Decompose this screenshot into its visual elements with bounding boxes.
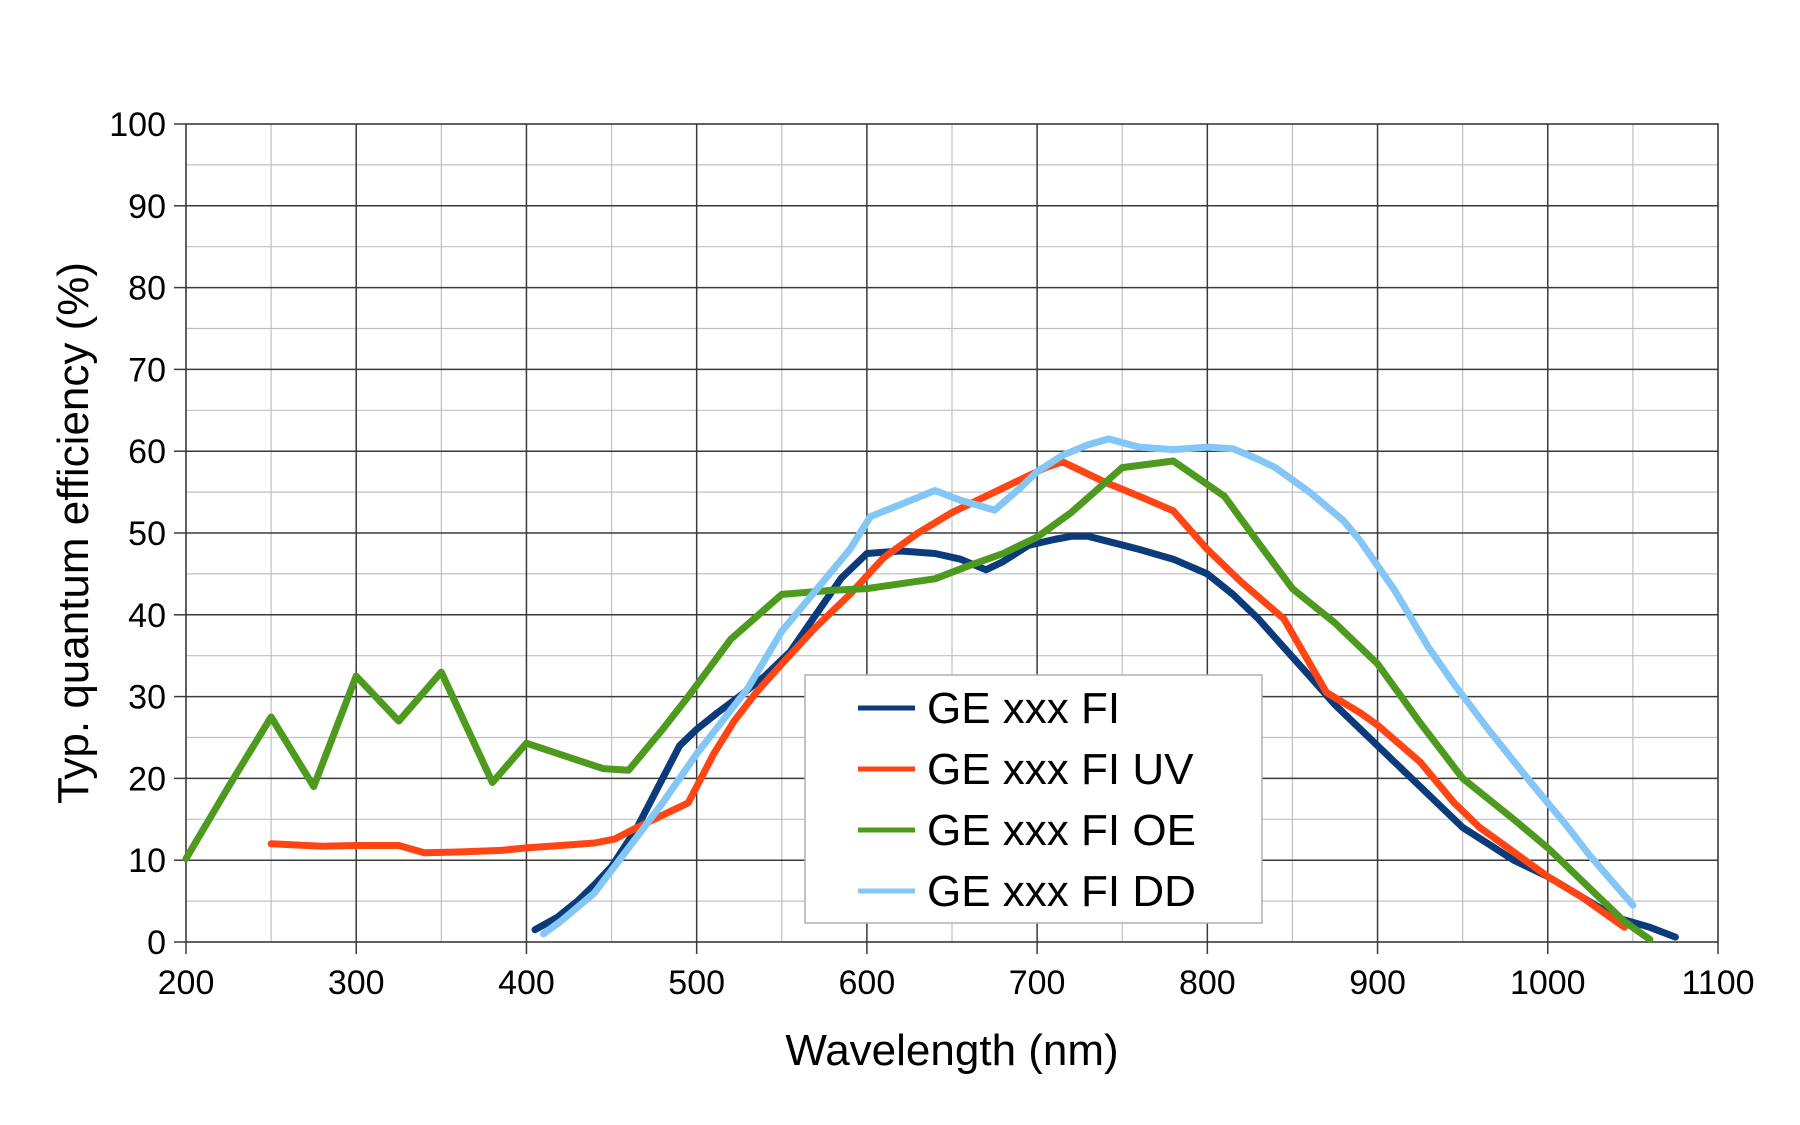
tick-marks	[174, 123, 1719, 954]
y-tick-label: 10	[128, 842, 166, 880]
x-axis-title: Wavelength (nm)	[785, 1026, 1118, 1075]
x-tick-label: 700	[1009, 964, 1066, 1002]
x-tick-label: 900	[1349, 964, 1406, 1002]
x-tick-label: 200	[158, 964, 215, 1002]
legend-label-ge-xxx-fi-dd: GE xxx FI DD	[927, 867, 1196, 916]
x-tick-label: 1100	[1681, 964, 1754, 1002]
y-tick-label: 80	[128, 270, 166, 308]
x-tick-label: 1000	[1510, 964, 1586, 1002]
x-tick-label: 800	[1179, 964, 1236, 1002]
legend-label-ge-xxx-fi-uv: GE xxx FI UV	[927, 745, 1194, 794]
y-tick-label: 100	[109, 106, 166, 144]
y-tick-labels: 0 10 20 30 40 50 60 70 80 90 100	[109, 106, 166, 962]
y-tick-label: 40	[128, 597, 166, 635]
y-tick-label: 60	[128, 433, 166, 471]
series-line-ge-xxx-fi-dd	[540, 435, 1637, 938]
y-tick-label: 30	[128, 679, 166, 717]
y-tick-label: 90	[128, 188, 166, 226]
x-tick-labels: 200 300 400 500 600 700 800 900 1000 1100	[158, 964, 1755, 1002]
series-line-ge-xxx-fi-oe	[182, 457, 1654, 943]
x-tick-label: 300	[328, 964, 385, 1002]
series-line-ge-xxx-fi	[531, 532, 1679, 941]
y-axis-title: Typ. quantum efficiency (%)	[49, 262, 98, 804]
x-tick-label: 500	[668, 964, 725, 1002]
legend-box	[804, 674, 1263, 924]
x-tick-label: 600	[839, 964, 896, 1002]
legend-label-ge-xxx-fi: GE xxx FI	[927, 684, 1120, 733]
series-lines	[182, 435, 1679, 943]
legend: GE xxx FI GE xxx FI UV GE xxx FI OE GE xxx …	[804, 674, 1263, 924]
y-tick-label: 70	[128, 351, 166, 389]
series-line-ge-xxx-fi-uv	[267, 458, 1628, 931]
legend-label-ge-xxx-fi-oe: GE xxx FI OE	[927, 806, 1196, 855]
y-tick-label: 20	[128, 760, 166, 798]
x-tick-label: 400	[498, 964, 555, 1002]
y-tick-label: 50	[128, 515, 166, 553]
y-tick-label: 0	[147, 924, 166, 962]
